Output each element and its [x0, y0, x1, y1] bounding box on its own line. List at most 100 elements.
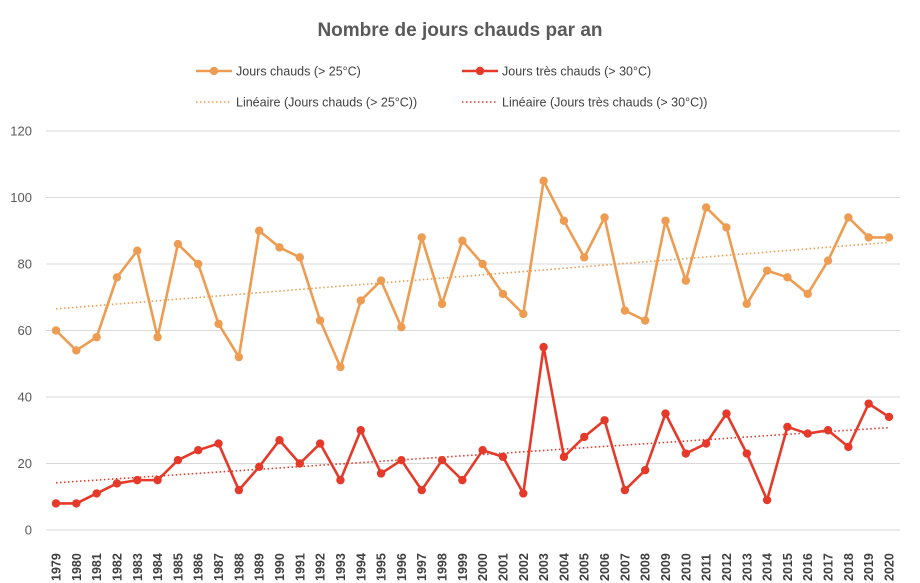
data-point	[437, 455, 447, 465]
data-point	[194, 259, 203, 269]
data-point	[620, 485, 630, 495]
legend-trend-item-2: Linéaire (Jours très chauds (> 30°C))	[462, 96, 707, 110]
data-point	[640, 316, 650, 325]
data-point	[275, 436, 284, 445]
data-point	[762, 495, 772, 505]
data-point	[498, 289, 508, 299]
data-point	[600, 213, 609, 222]
trend-lines	[55, 241, 890, 484]
data-point	[864, 233, 873, 242]
y-tick-label: 60	[18, 323, 32, 338]
data-point	[92, 489, 101, 498]
series-line-1	[55, 179, 889, 369]
data-point	[214, 319, 223, 329]
x-tick-label: 1982	[110, 553, 124, 581]
x-tick-label: 1985	[171, 553, 185, 581]
data-point	[234, 352, 244, 362]
data-point	[153, 475, 162, 485]
x-tick-label: 2008	[639, 553, 653, 581]
data-point	[580, 432, 589, 442]
data-point	[458, 475, 467, 485]
data-point	[803, 429, 812, 438]
x-tick-label: 2009	[659, 553, 673, 581]
data-point	[762, 266, 772, 275]
data-point	[884, 233, 894, 242]
x-tick-label: 1980	[70, 553, 84, 581]
data-point	[112, 273, 122, 282]
data-point	[742, 299, 751, 309]
data-point	[417, 233, 426, 242]
legend-marker	[209, 66, 219, 76]
data-point	[72, 499, 81, 508]
x-tick-label: 2017	[822, 553, 836, 581]
x-tick-label: 1989	[253, 553, 267, 581]
x-tick-label: 1991	[293, 553, 307, 581]
data-point	[519, 309, 528, 319]
data-point	[295, 459, 305, 468]
legend-trend-label: Linéaire (Jours très chauds (> 30°C))	[502, 96, 707, 110]
x-tick-label: 2006	[598, 553, 612, 581]
x-tick-label: 2014	[761, 553, 775, 581]
y-tick-label: 40	[18, 390, 32, 405]
data-point	[376, 469, 386, 478]
x-tick-label: 1988	[232, 553, 246, 581]
data-point	[539, 342, 548, 352]
data-point	[417, 485, 426, 495]
x-tick-label: 2001	[496, 553, 510, 581]
x-tick-label: 1993	[334, 553, 348, 581]
x-tick-label: 1984	[151, 553, 165, 581]
data-point	[722, 409, 731, 418]
x-tick-label: 1992	[314, 553, 328, 581]
data-point	[133, 246, 142, 255]
x-tick-label: 1981	[90, 553, 104, 581]
x-tick-label: 1995	[375, 553, 389, 581]
data-point	[336, 475, 345, 485]
y-tick-label: 20	[18, 456, 32, 471]
data-point	[661, 409, 670, 418]
x-tick-label: 1987	[212, 553, 226, 581]
x-tick-label: 2005	[578, 553, 592, 581]
y-tick-label: 100	[10, 190, 32, 205]
data-point	[620, 306, 630, 315]
data-point	[173, 239, 183, 249]
x-tick-label: 2002	[517, 553, 531, 581]
data-point	[336, 362, 345, 372]
data-point	[661, 216, 670, 225]
y-tick-label: 80	[18, 257, 32, 272]
x-tick-label: 2016	[801, 553, 815, 581]
data-point	[701, 439, 711, 448]
gridlines	[46, 130, 900, 531]
legend-item-2: Jours très chauds (> 30°C)	[462, 65, 651, 79]
legend: Jours chauds (> 25°C) Linéaire (Jours cha…	[196, 65, 707, 110]
data-point	[112, 479, 122, 488]
data-point	[356, 296, 365, 305]
data-point	[844, 213, 853, 222]
x-tick-label: 1999	[456, 553, 470, 581]
data-point	[173, 455, 183, 465]
y-axis: 0 20 40 60 80 100 120	[10, 124, 32, 538]
data-point	[681, 449, 691, 458]
x-tick-label: 2012	[720, 553, 734, 581]
data-point	[397, 322, 406, 332]
data-point	[254, 462, 264, 472]
data-point	[539, 176, 548, 186]
x-tick-label: 1997	[415, 553, 429, 581]
data-point	[458, 236, 467, 245]
x-tick-label: 2003	[537, 553, 551, 581]
trend-line-1	[55, 241, 890, 310]
data-point	[275, 243, 284, 252]
data-point	[397, 455, 406, 465]
legend-label: Jours chauds (> 25°C)	[236, 65, 361, 79]
data-point	[498, 452, 508, 462]
data-point	[92, 332, 101, 342]
data-point	[803, 289, 812, 299]
x-tick-label: 2007	[618, 553, 632, 581]
data-point	[559, 452, 569, 462]
series-line-2	[56, 345, 890, 505]
data-point	[844, 442, 853, 452]
data-point	[437, 299, 447, 309]
y-tick-label: 0	[25, 523, 32, 538]
chart-title: Nombre de jours chauds par an	[317, 20, 602, 41]
